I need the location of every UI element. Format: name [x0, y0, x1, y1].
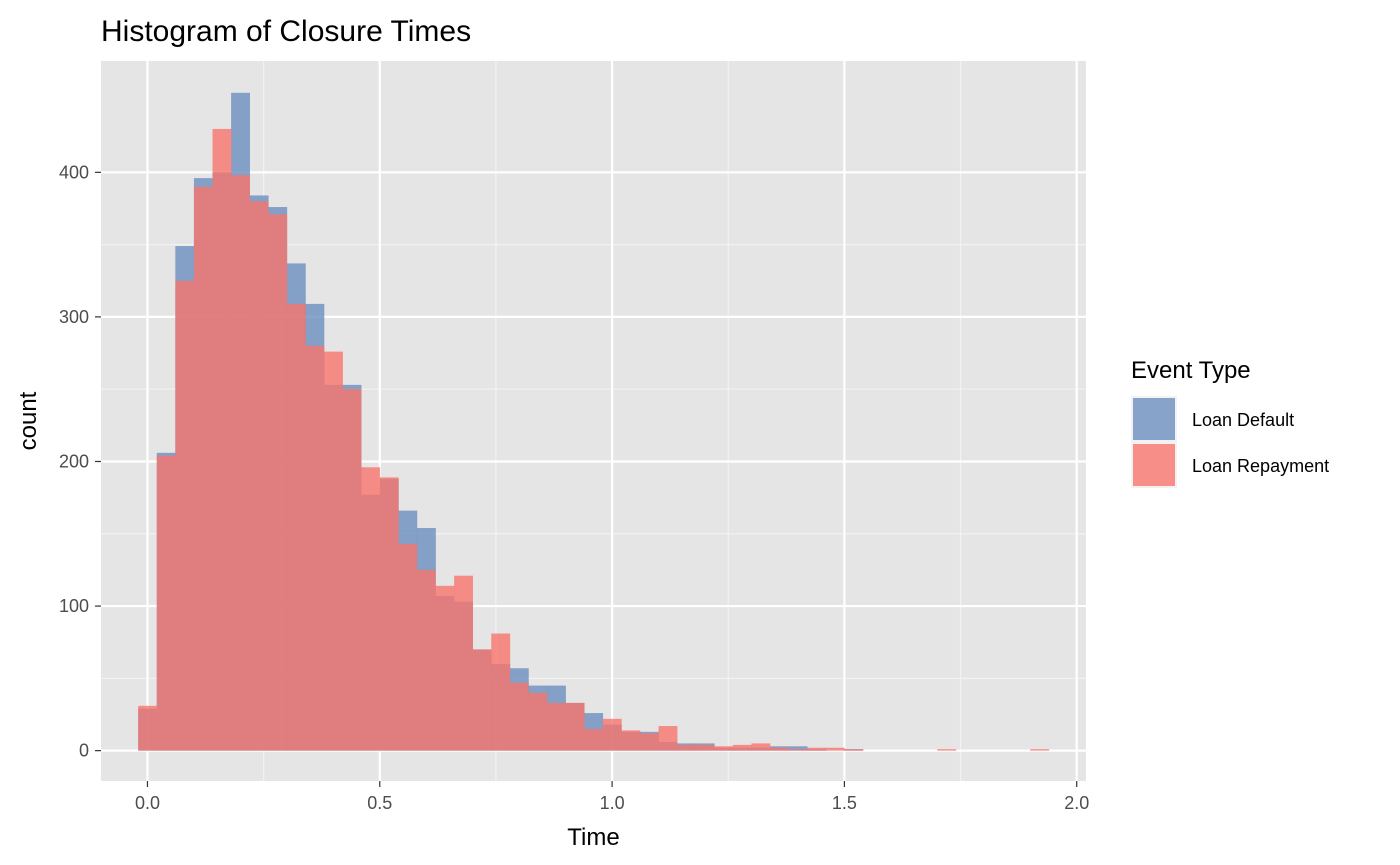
bar	[268, 214, 288, 751]
histogram-bars	[138, 92, 1050, 751]
legend-label-loan-default: Loan Default	[1192, 410, 1294, 430]
bar	[1030, 749, 1050, 751]
bar	[584, 728, 604, 751]
bar	[732, 744, 752, 751]
bar	[937, 749, 957, 751]
legend-swatch-loan-repayment	[1133, 444, 1175, 486]
bar	[472, 649, 492, 751]
y-tick-label: 0	[79, 741, 89, 761]
bar	[231, 175, 250, 751]
bar	[361, 467, 381, 751]
y-tick-label: 300	[59, 307, 89, 327]
bar	[825, 747, 845, 751]
x-tick-label: 0.0	[135, 793, 160, 813]
legend: Event Type Loan Default Loan Repayment	[1131, 357, 1329, 488]
bar	[602, 718, 622, 751]
y-axis-title: count	[15, 391, 42, 450]
bar	[175, 280, 195, 751]
bar	[788, 749, 808, 751]
bar	[807, 747, 827, 751]
x-tick-label: 1.0	[600, 793, 625, 813]
bar	[509, 682, 529, 751]
bar	[398, 543, 418, 751]
bar	[249, 201, 269, 751]
bar	[212, 128, 232, 751]
y-tick-label: 200	[59, 451, 89, 471]
bar	[416, 569, 436, 751]
legend-swatch-loan-default	[1133, 398, 1175, 440]
bar	[305, 345, 325, 751]
bar	[788, 746, 808, 751]
bar	[193, 186, 213, 751]
bar	[770, 747, 789, 751]
legend-label-loan-repayment: Loan Repayment	[1192, 456, 1329, 476]
bar	[454, 575, 473, 751]
bar	[379, 477, 399, 751]
chart-title: Histogram of Closure Times	[101, 15, 471, 48]
y-axis-ticks: 0 100 200 300 400	[59, 162, 101, 761]
bar	[547, 702, 566, 751]
bar	[286, 303, 306, 751]
bar	[156, 455, 176, 751]
x-tick-label: 2.0	[1064, 793, 1089, 813]
bar	[491, 633, 511, 751]
bar	[658, 726, 678, 751]
x-axis-title: Time	[567, 824, 619, 851]
x-tick-label: 1.5	[832, 793, 857, 813]
bar	[342, 389, 362, 751]
bar	[695, 744, 715, 751]
bar-series-loan-repayment	[138, 128, 1050, 751]
bar	[138, 705, 158, 751]
bar	[435, 585, 455, 751]
bar	[528, 692, 548, 751]
bar	[324, 351, 343, 751]
bar	[677, 744, 697, 751]
x-tick-label: 0.5	[367, 793, 392, 813]
bar	[844, 749, 864, 751]
bar	[621, 730, 641, 751]
bar	[639, 733, 659, 751]
bar	[714, 746, 734, 751]
bar	[565, 702, 585, 751]
bar	[751, 743, 771, 751]
legend-title: Event Type	[1131, 357, 1251, 384]
y-tick-label: 100	[59, 596, 89, 616]
y-tick-label: 400	[59, 162, 89, 182]
x-axis-ticks: 0.0 0.5 1.0 1.5 2.0	[135, 781, 1089, 813]
